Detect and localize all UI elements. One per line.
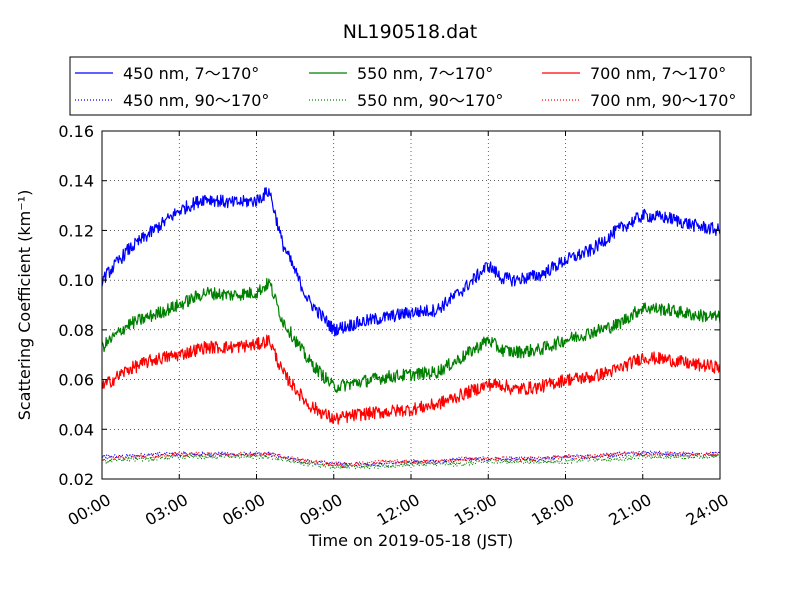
- x-tick-label: 15:00: [451, 490, 500, 530]
- x-tick-label: 21:00: [605, 490, 654, 530]
- y-tick-label: 0.14: [58, 172, 94, 191]
- y-tick-label: 0.04: [58, 420, 94, 439]
- x-tick-label: 03:00: [142, 490, 191, 530]
- tick-layer: 00:00 03:00 06:00 09:00 12:00 15:00 18:00 21:00…: [58, 122, 732, 530]
- grid-layer: [102, 131, 720, 479]
- x-tick-label: 09:00: [296, 490, 345, 530]
- y-tick-label: 0.16: [58, 122, 94, 141]
- legend-label: 700 nm, 90～170°: [590, 91, 736, 110]
- x-tick-label: 24:00: [683, 490, 732, 530]
- legend-label: 550 nm, 7～170°: [357, 64, 493, 83]
- legend-label: 450 nm, 90～170°: [123, 91, 269, 110]
- series-line-4: [102, 454, 720, 468]
- x-axis-label: Time on 2019-05-18 (JST): [308, 531, 513, 550]
- chart-legend: 450 nm, 7～170° 450 nm, 90～170° 550 nm, 7～1…: [70, 57, 751, 115]
- y-tick-label: 0.06: [58, 371, 94, 390]
- y-tick-label: 0.02: [58, 470, 94, 489]
- legend-label: 700 nm, 7～170°: [590, 64, 726, 83]
- series-line-0: [102, 188, 720, 336]
- x-tick-label: 18:00: [528, 490, 577, 530]
- y-axis-label: Scattering Coefficient (km⁻¹): [15, 190, 34, 421]
- legend-label: 550 nm, 90～170°: [357, 91, 503, 110]
- x-tick-label: 00:00: [65, 490, 114, 530]
- x-tick-label: 06:00: [219, 490, 268, 530]
- chart-title: NL190518.dat: [343, 21, 478, 43]
- y-tick-label: 0.08: [58, 321, 94, 340]
- legend-label: 450 nm, 7～170°: [123, 64, 259, 83]
- x-tick-label: 12:00: [374, 490, 423, 530]
- y-tick-label: 0.10: [58, 271, 94, 290]
- series-layer: [102, 188, 720, 469]
- y-tick-label: 0.12: [58, 221, 94, 240]
